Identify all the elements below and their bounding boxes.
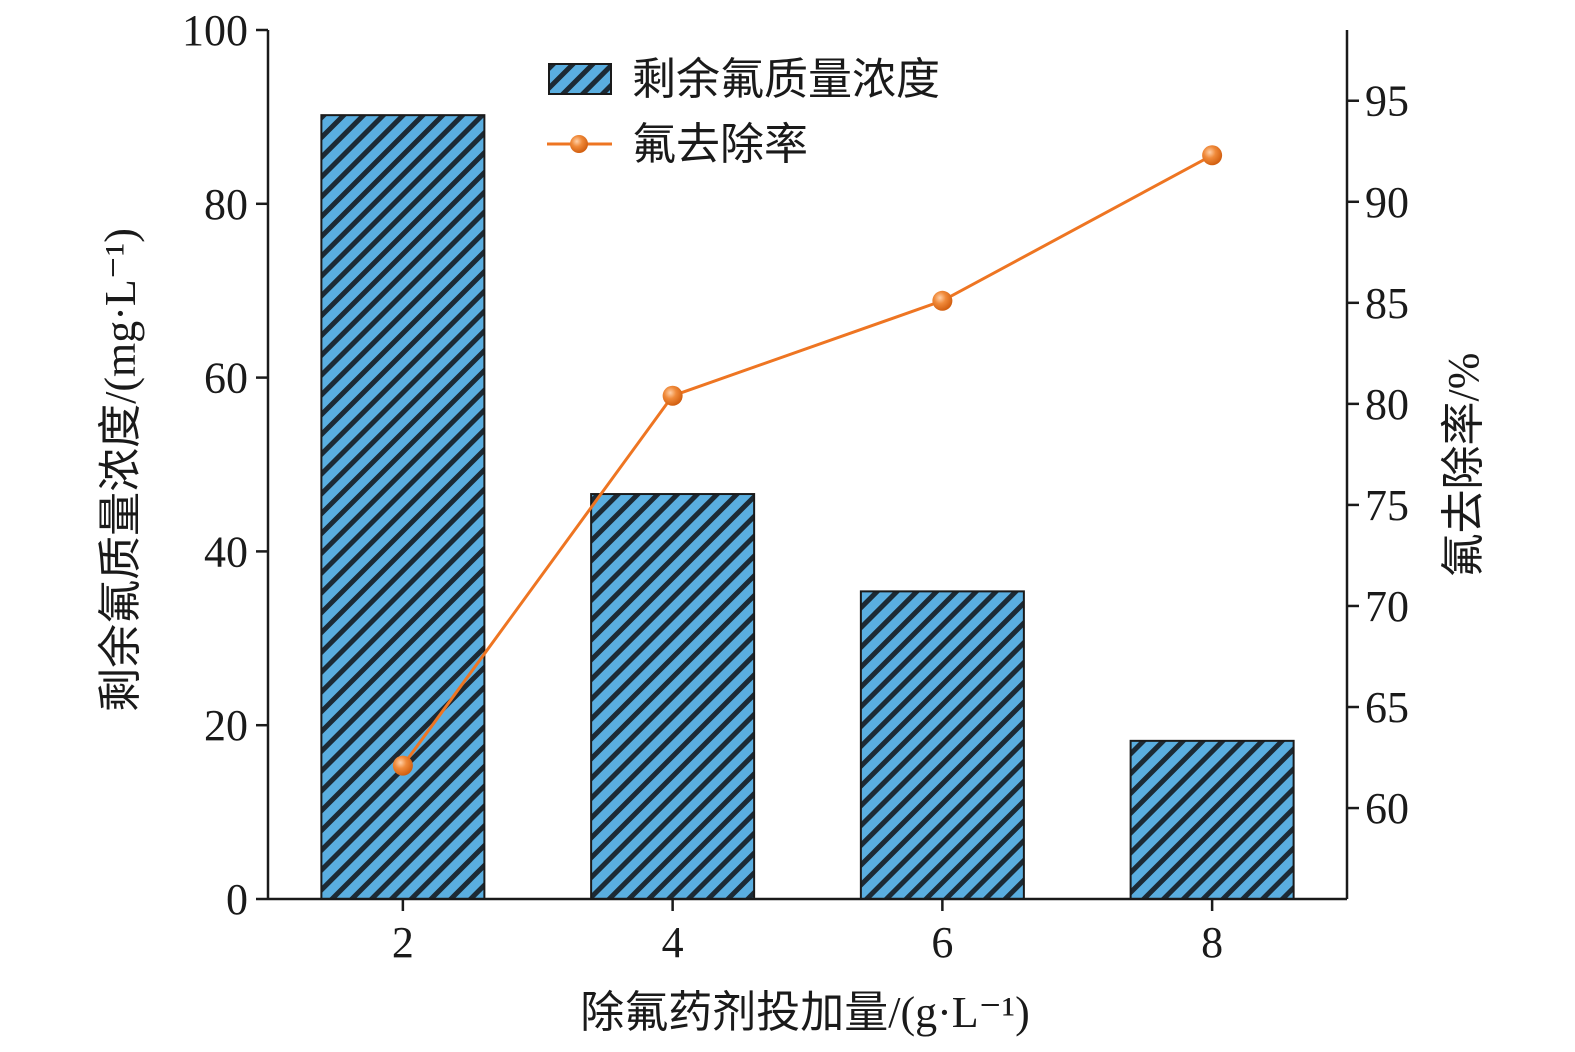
removal-rate-point-8 xyxy=(1202,145,1223,166)
y2-axis-title: 氟去除率/% xyxy=(1439,353,1488,578)
legend-label-line: 氟去除率 xyxy=(632,120,808,169)
removal-rate-line xyxy=(401,153,1213,767)
bar-6 xyxy=(859,590,1025,901)
y2-tick-label-95: 95 xyxy=(1365,77,1409,126)
x-axis-title: 除氟药剂投加量/(g·L⁻¹) xyxy=(580,988,1029,1037)
y2-tick-label-80: 80 xyxy=(1365,380,1409,429)
legend-swatch-marker xyxy=(570,135,588,153)
y2-tick-label-75: 75 xyxy=(1365,481,1409,530)
y2-tick-label-85: 85 xyxy=(1365,279,1409,328)
removal-rate-point-2 xyxy=(392,755,413,776)
bars-layer xyxy=(320,114,1295,901)
x-tick-label-8: 8 xyxy=(1201,918,1223,967)
y2-tick-label-70: 70 xyxy=(1365,582,1409,631)
y-tick-label-80: 80 xyxy=(204,180,248,229)
y2-tick-label-65: 65 xyxy=(1365,683,1409,732)
y2-tick-label-90: 90 xyxy=(1365,178,1409,227)
y-axis-title: 剩余氟质量浓度/(mg·L⁻¹) xyxy=(96,228,145,712)
removal-rate-point-6 xyxy=(932,290,953,311)
y-tick-label-20: 20 xyxy=(204,701,248,750)
legend: 剩余氟质量浓度 氟去除率 xyxy=(547,55,940,169)
bar-2 xyxy=(320,114,486,901)
removal-rate-point-4 xyxy=(662,385,683,406)
x-tick-label-6: 6 xyxy=(931,918,953,967)
y-tick-label-40: 40 xyxy=(204,527,248,576)
y-tick-label-0: 0 xyxy=(226,875,248,924)
x-tick-label-4: 4 xyxy=(662,918,684,967)
line-layer xyxy=(392,145,1223,776)
axes-layer: 0 20 40 60 80 100 60 65 70 75 80 85 90 95 2 4 6 8 xyxy=(182,6,1409,967)
x-tick-label-2: 2 xyxy=(392,918,414,967)
y-tick-label-60: 60 xyxy=(204,354,248,403)
bar-8 xyxy=(1129,739,1295,900)
y2-tick-label-60: 60 xyxy=(1365,784,1409,833)
legend-swatch-bar xyxy=(548,63,612,95)
y-tick-label-100: 100 xyxy=(182,6,248,55)
bar-4 xyxy=(590,493,756,900)
legend-label-bar: 剩余氟质量浓度 xyxy=(632,55,940,104)
